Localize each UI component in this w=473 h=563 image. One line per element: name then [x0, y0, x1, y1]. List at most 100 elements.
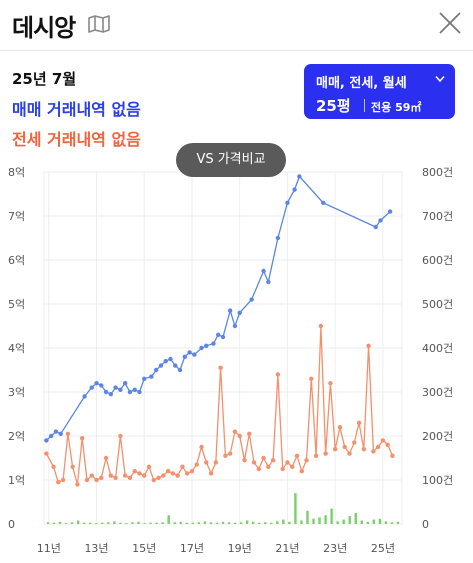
- lease_volume-point: [185, 471, 190, 476]
- sale_price-point: [373, 224, 378, 230]
- lease_volume-point: [79, 436, 85, 441]
- lease_volume-point: [347, 451, 352, 456]
- lease_volume-point: [380, 438, 386, 443]
- y-left-tick-label: 0: [8, 518, 15, 531]
- sale_price-point: [220, 334, 226, 340]
- volume-bar: [306, 510, 309, 524]
- volume-bar: [119, 522, 122, 524]
- trade-filter-button[interactable]: 매매, 전세, 월세 25평 전용 59㎡: [304, 64, 455, 119]
- lease_volume-point: [366, 343, 371, 348]
- lease_volume-point: [44, 451, 49, 456]
- x-tick-label: 11년: [37, 542, 61, 555]
- lease_volume-point: [113, 475, 118, 480]
- close-icon[interactable]: [437, 10, 463, 36]
- sale_price-point: [127, 389, 133, 395]
- volume-bar: [167, 515, 170, 524]
- sale_price-point: [292, 187, 297, 192]
- sale_price-point: [387, 209, 393, 214]
- volume-bar: [101, 522, 104, 524]
- lease_volume-point: [270, 458, 276, 463]
- volume-bar: [52, 522, 56, 524]
- sale_price-point: [168, 356, 173, 362]
- sale_price-point: [275, 235, 281, 241]
- lease_volume-point: [127, 475, 133, 480]
- lease_volume-point: [390, 453, 395, 458]
- lease_volume-point: [332, 447, 338, 452]
- sale_price-point: [153, 367, 159, 373]
- lease_volume-point: [75, 482, 80, 487]
- volume-bar: [318, 517, 321, 524]
- volume-bar: [330, 508, 333, 524]
- volume-bar: [258, 522, 261, 524]
- lease_volume-point: [256, 466, 261, 472]
- volume-bar: [179, 521, 182, 524]
- exclusive-area-label: 전용 59㎡: [371, 101, 422, 114]
- lease_volume-point: [165, 469, 171, 474]
- y-left-tick-label: 4억: [8, 342, 25, 355]
- y-right-tick-label: 500건: [422, 298, 453, 311]
- lease_volume-point: [60, 477, 66, 483]
- lease_volume-point: [89, 473, 94, 478]
- volume-bar: [221, 521, 225, 524]
- trade-types-label: 매매, 전세, 월세: [316, 76, 407, 91]
- volume-bar: [107, 522, 110, 524]
- sale_price-point: [192, 352, 197, 357]
- x-tick-label: 13년: [84, 542, 108, 555]
- volume-bar: [46, 522, 50, 524]
- volume-bar: [215, 522, 219, 524]
- sale_price-point: [132, 387, 137, 392]
- lease_volume-point: [342, 444, 347, 450]
- sale_price-point: [158, 363, 164, 368]
- lease_volume-point: [385, 442, 390, 447]
- lease_volume-point: [94, 477, 99, 483]
- volume-bar: [251, 521, 255, 524]
- volume-bar: [378, 518, 382, 524]
- sale_price-point: [211, 341, 216, 346]
- x-tick-label: 17년: [180, 542, 204, 555]
- sale_price-point: [187, 350, 192, 355]
- sale_price-point: [99, 383, 104, 388]
- y-right-tick-label: 0: [422, 518, 429, 531]
- map-icon[interactable]: [88, 15, 110, 33]
- y-left-tick-label: 6억: [8, 254, 25, 267]
- x-tick-label: 23년: [323, 542, 347, 555]
- lease_volume-point: [371, 449, 376, 454]
- volume-bar: [390, 522, 394, 524]
- volume-bar: [270, 522, 273, 524]
- price-compare-button[interactable]: VS 가격비교: [176, 143, 286, 177]
- volume-bar: [396, 521, 400, 524]
- lease_volume-point: [137, 471, 142, 476]
- lease_volume-point: [323, 451, 328, 456]
- header-bar: 데시앙: [0, 0, 473, 51]
- lease_volume-point: [103, 455, 109, 461]
- lease_volume-point: [309, 376, 314, 381]
- y-right-tick-label: 800건: [422, 166, 453, 179]
- sale_price-point: [182, 354, 188, 359]
- sale_price-line: [45, 175, 391, 441]
- sale_price-point: [204, 343, 209, 348]
- lease_volume-point: [146, 464, 152, 469]
- lease_volume-point: [189, 469, 195, 474]
- lease_volume-point: [213, 460, 219, 465]
- volume-bar: [113, 521, 116, 524]
- lease-status-text: 전세 거래내역 없음: [12, 130, 141, 149]
- sale_price-point: [163, 359, 168, 364]
- volume-bar: [89, 522, 92, 524]
- pyeong-size-label: 25평: [316, 97, 351, 115]
- lease_volume-point: [352, 440, 357, 445]
- lease_volume-point: [142, 473, 147, 478]
- volume-bar: [384, 521, 388, 524]
- sale_price-point: [142, 376, 147, 381]
- sale_price-point: [232, 323, 238, 329]
- sale_price-point: [378, 218, 383, 223]
- volume-bar: [125, 523, 128, 524]
- lease_volume-point: [375, 444, 381, 450]
- lease_volume-point: [242, 458, 247, 463]
- lease_volume-point: [232, 429, 238, 434]
- y-right-tick-label: 200건: [422, 430, 453, 443]
- sale_price-point: [149, 374, 154, 379]
- sale_price-point: [48, 433, 54, 439]
- y-left-tick-label: 3억: [8, 386, 25, 399]
- volume-bar: [161, 522, 164, 524]
- volume-bar: [342, 519, 345, 524]
